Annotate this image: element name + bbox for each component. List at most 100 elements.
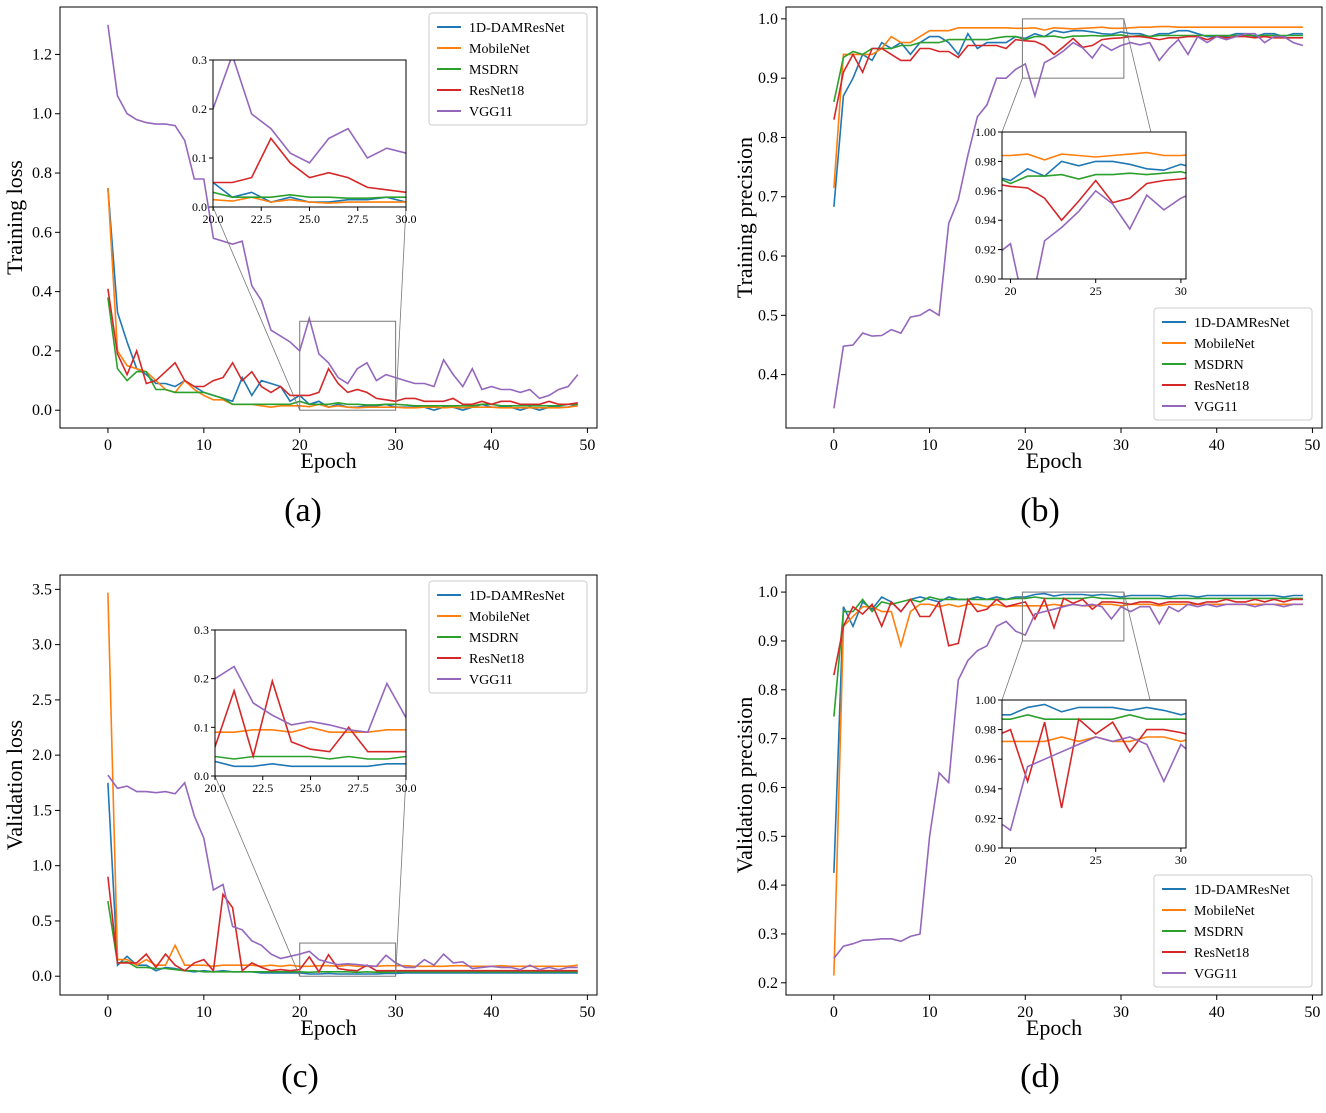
inset-y-tick-label: 0.3	[192, 53, 207, 67]
y-tick-label: 2.0	[32, 747, 52, 764]
chart-a: 0 10 20 30 40 50 0.0 0.2 0.4 0.6 0.8 1.0 1.2 Epoch Tra…	[2, 6, 598, 529]
legend-label: MSDRN	[1194, 358, 1244, 373]
x-tick-label: 50	[1304, 437, 1320, 454]
inset-x-tick-label: 27.5	[348, 781, 369, 795]
plot-frame	[785, 6, 1323, 429]
series-group	[107, 592, 578, 975]
inset-a: 20.0 22.5 25.0 27.5 30.0 0.0 0.1 0.2 0.3	[192, 53, 417, 226]
legend-label: 1D-DAMResNet	[469, 589, 565, 604]
legend-label: 1D-DAMResNet	[1194, 316, 1290, 331]
panel-caption: (b)	[1020, 492, 1060, 529]
inset-series-group	[1002, 151, 1186, 279]
legend: 1D-DAMResNet MobileNet MSDRN ResNet18 VGG11	[1153, 307, 1313, 421]
y-tick-label: 0.7	[758, 189, 778, 206]
series-line-MSDRN	[107, 297, 578, 407]
zoom-connector	[212, 206, 301, 411]
x-tick-label: 10	[922, 437, 938, 454]
inset-series-line-ResNet18	[213, 136, 406, 194]
x-tick-label: 10	[196, 1004, 212, 1021]
legend-box	[1153, 307, 1313, 421]
inset-series-line-MobileNet	[1002, 151, 1186, 161]
x-tick-label: 40	[1209, 1004, 1225, 1021]
y-tick-label: 0.2	[32, 343, 52, 360]
x-axis-label: Epoch	[1026, 1015, 1082, 1040]
y-tick-label: 0.6	[758, 248, 778, 265]
series-line-VGG11	[107, 774, 578, 971]
series-group	[107, 24, 579, 412]
inset-y-tick-label: 0.2	[194, 672, 209, 686]
x-tick-label: 0	[104, 437, 112, 454]
x-tick-label: 20	[1017, 437, 1033, 454]
x-tick-label: 40	[1209, 437, 1225, 454]
inset-series-line-MSDRN	[1002, 713, 1186, 721]
inset-y-tick-label: 0.92	[975, 243, 996, 257]
inset-series-line-VGG11	[1002, 189, 1186, 279]
y-tick-label: 0.4	[32, 284, 52, 301]
zoom-region	[1021, 591, 1125, 642]
inset-series-line-VGG11	[213, 60, 406, 164]
inset-c: 20.0 22.5 25.0 27.5 30.0 0.0 0.1 0.2 0.3	[194, 623, 417, 795]
y-tick-label: 0.0	[32, 968, 52, 985]
plot-frame	[59, 574, 598, 996]
series-line-VGG11	[833, 32, 1304, 409]
legend-box	[1153, 874, 1313, 988]
x-tick-label: 50	[579, 437, 595, 454]
legend-label: VGG11	[469, 105, 513, 120]
x-tick-label: 30	[1113, 1004, 1129, 1021]
legend: 1D-DAMResNet MobileNet MSDRN ResNet18 VGG11	[1153, 874, 1313, 988]
inset-y-tick-label: 0.94	[975, 782, 996, 796]
series-line-VGG11	[107, 24, 579, 400]
x-tick-label: 20	[292, 1004, 308, 1021]
inset-d: 20 25 30 0.90 0.92 0.94 0.96 0.98 1.00	[975, 693, 1187, 867]
inset-series-line-ResNet18	[215, 678, 406, 760]
inset-frame	[212, 59, 407, 208]
inset-x-tick-label: 30	[1175, 853, 1187, 867]
zoom-region	[299, 320, 397, 411]
x-tick-label: 0	[830, 437, 838, 454]
x-tick-label: 40	[484, 437, 500, 454]
legend-label: 1D-DAMResNet	[469, 21, 565, 36]
y-tick-label: 0.5	[758, 828, 778, 845]
inset-series-line-ResNet18	[1002, 177, 1186, 222]
x-tick-label: 30	[1113, 437, 1129, 454]
series-line-ResNet18	[107, 288, 578, 406]
x-tick-label: 10	[922, 1004, 938, 1021]
y-tick-label: 2.5	[32, 692, 52, 709]
zoom-region	[1021, 18, 1125, 79]
series-line-1D-DAMResNet	[107, 782, 578, 975]
legend-label: MobileNet	[1194, 337, 1255, 352]
plot-frame	[785, 574, 1323, 996]
zoom-connector	[395, 775, 407, 977]
inset-x-tick-label: 30.0	[396, 212, 417, 226]
inset-x-tick-label: 27.5	[347, 212, 368, 226]
y-tick-label: 0.5	[32, 913, 52, 930]
legend-label: 1D-DAMResNet	[1194, 883, 1290, 898]
inset-y-tick-label: 0.1	[192, 151, 207, 165]
zoom-region	[299, 942, 397, 977]
series-group	[833, 592, 1303, 976]
zoom-connector	[1001, 640, 1023, 701]
legend-label: ResNet18	[1194, 379, 1249, 394]
inset-series-line-MSDRN	[1002, 170, 1186, 185]
inset-y-tick-label: 0.90	[975, 272, 996, 286]
y-tick-label: 1.0	[32, 106, 52, 123]
y-tick-label: 0.5	[758, 307, 778, 324]
inset-series-line-VGG11	[1002, 736, 1186, 832]
inset-x-tick-label: 30	[1175, 284, 1187, 298]
x-tick-label: 20	[292, 437, 308, 454]
series-line-ResNet18	[833, 35, 1303, 120]
x-tick-label: 10	[196, 437, 212, 454]
inset-x-tick-label: 25	[1090, 853, 1102, 867]
x-tick-label: 0	[104, 1004, 112, 1021]
inset-x-tick-label: 25.0	[300, 781, 321, 795]
legend-label: ResNet18	[1194, 946, 1249, 961]
series-line-MobileNet	[107, 187, 578, 409]
series-line-VGG11	[833, 603, 1303, 959]
inset-series-line-1D-DAMResNet	[1002, 160, 1186, 182]
y-tick-label: 1.5	[32, 802, 52, 819]
inset-series-group	[1002, 703, 1186, 832]
legend-label: MobileNet	[469, 610, 530, 625]
chart-d: 0 10 20 30 40 50 0.2 0.3 0.4 0.5 0.6 0.7 0.8 0.9 1.0 Ep…	[732, 574, 1323, 1095]
series-line-ResNet18	[107, 876, 578, 974]
